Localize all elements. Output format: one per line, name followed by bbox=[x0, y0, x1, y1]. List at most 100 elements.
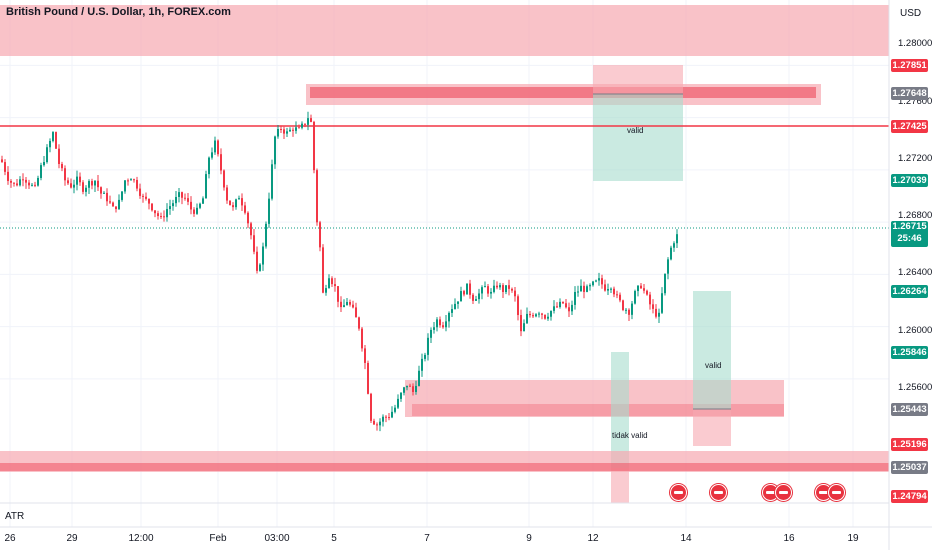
gb-event-flag-icon[interactable] bbox=[710, 484, 727, 501]
candle-body bbox=[100, 187, 102, 194]
candle-body bbox=[121, 191, 123, 200]
price-label[interactable]: 1.27425 bbox=[891, 120, 928, 133]
candle-body bbox=[631, 303, 633, 315]
x-tick: 03:00 bbox=[264, 533, 290, 544]
candle-body bbox=[646, 290, 648, 295]
candle-body bbox=[295, 127, 297, 131]
candle-body bbox=[529, 313, 531, 316]
candle-body bbox=[223, 170, 225, 188]
candle-body bbox=[310, 118, 312, 122]
candle-body bbox=[550, 310, 552, 317]
price-label[interactable]: 1.24794 bbox=[891, 490, 928, 503]
supply-zone-top bbox=[0, 5, 889, 56]
candle-body bbox=[193, 209, 195, 214]
candle-body bbox=[37, 177, 39, 186]
candle-body bbox=[289, 129, 291, 132]
candle-body bbox=[388, 417, 390, 419]
candle-body bbox=[418, 370, 420, 386]
candle-body bbox=[463, 291, 465, 295]
candle-body bbox=[76, 176, 78, 185]
candle-body bbox=[559, 301, 561, 308]
candle-body bbox=[7, 171, 9, 181]
candle-body bbox=[274, 136, 276, 165]
atr-indicator-label[interactable]: ATR bbox=[5, 511, 25, 522]
candle-body bbox=[382, 416, 384, 422]
price-label[interactable]: 1.25196 bbox=[891, 438, 928, 451]
x-tick: 9 bbox=[526, 533, 532, 544]
candle-body bbox=[22, 179, 24, 181]
candle-body bbox=[175, 196, 177, 204]
candle-body bbox=[364, 348, 366, 363]
candle-body bbox=[112, 202, 114, 207]
candle-body bbox=[280, 128, 282, 130]
candle-body bbox=[313, 121, 315, 171]
candle-body bbox=[19, 179, 21, 186]
gb-event-flag-icon[interactable] bbox=[670, 484, 687, 501]
candle-body bbox=[544, 314, 546, 319]
candle-body bbox=[202, 198, 204, 204]
candle-body bbox=[256, 251, 258, 271]
x-tick: 7 bbox=[424, 533, 430, 544]
candle-body bbox=[325, 288, 327, 293]
zone-label-tidak-valid: tidak valid bbox=[612, 431, 648, 440]
candle-body bbox=[673, 243, 675, 248]
candle-body bbox=[445, 321, 447, 328]
candle-body bbox=[262, 246, 264, 265]
candle-body bbox=[367, 362, 369, 394]
candle-body bbox=[376, 424, 378, 426]
candle-body bbox=[406, 385, 408, 388]
candle-body bbox=[43, 162, 45, 166]
candle-body bbox=[82, 182, 84, 192]
candle-body bbox=[307, 118, 309, 125]
price-label[interactable]: 1.27648 bbox=[891, 87, 928, 100]
candle-body bbox=[421, 358, 423, 371]
current-price-label[interactable]: 1.26715 25:46 bbox=[891, 221, 928, 247]
candle-body bbox=[232, 205, 234, 208]
candle-body bbox=[226, 187, 228, 201]
candle-body bbox=[199, 203, 201, 208]
candle-body bbox=[64, 168, 66, 181]
candle-body bbox=[415, 385, 417, 392]
price-label[interactable]: 1.27039 bbox=[891, 174, 928, 187]
candle-body bbox=[13, 182, 15, 184]
candle-body bbox=[634, 291, 636, 304]
candle-body bbox=[562, 301, 564, 304]
candle-body bbox=[649, 294, 651, 305]
candle-body bbox=[136, 179, 138, 189]
candle-body bbox=[655, 308, 657, 317]
price-label[interactable]: 1.27851 bbox=[891, 59, 928, 72]
candle-body bbox=[4, 162, 6, 172]
candle-body bbox=[358, 317, 360, 329]
us-event-flag-icon[interactable] bbox=[775, 484, 792, 501]
candle-body bbox=[535, 314, 537, 317]
candle-body bbox=[604, 284, 606, 291]
candle-body bbox=[241, 198, 243, 206]
candle-body bbox=[250, 223, 252, 236]
candle-body bbox=[91, 181, 93, 186]
position-zone-invalid-risk bbox=[611, 468, 629, 503]
x-tick: 14 bbox=[680, 533, 692, 544]
candle-body bbox=[580, 285, 582, 292]
candle-body bbox=[211, 152, 213, 158]
candle-body bbox=[85, 187, 87, 192]
price-label[interactable]: 1.25846 bbox=[891, 346, 928, 359]
candle-body bbox=[55, 132, 57, 149]
candle-body bbox=[484, 286, 486, 288]
candle-body bbox=[652, 304, 654, 309]
price-label[interactable]: 1.26264 bbox=[891, 285, 928, 298]
candle-body bbox=[205, 174, 207, 199]
candlestick-series bbox=[1, 111, 678, 432]
candle-body bbox=[184, 197, 186, 199]
x-tick: 12 bbox=[587, 533, 599, 544]
candle-body bbox=[493, 285, 495, 292]
candle-body bbox=[130, 179, 132, 181]
candle-body bbox=[475, 299, 477, 301]
candle-body bbox=[106, 192, 108, 202]
currency-label[interactable]: USD bbox=[900, 8, 922, 19]
price-label[interactable]: 1.25443 bbox=[891, 403, 928, 416]
us-event-flag-icon[interactable] bbox=[828, 484, 845, 501]
price-label[interactable]: 1.25037 bbox=[891, 461, 928, 474]
candle-body bbox=[283, 129, 285, 134]
candle-body bbox=[394, 407, 396, 412]
